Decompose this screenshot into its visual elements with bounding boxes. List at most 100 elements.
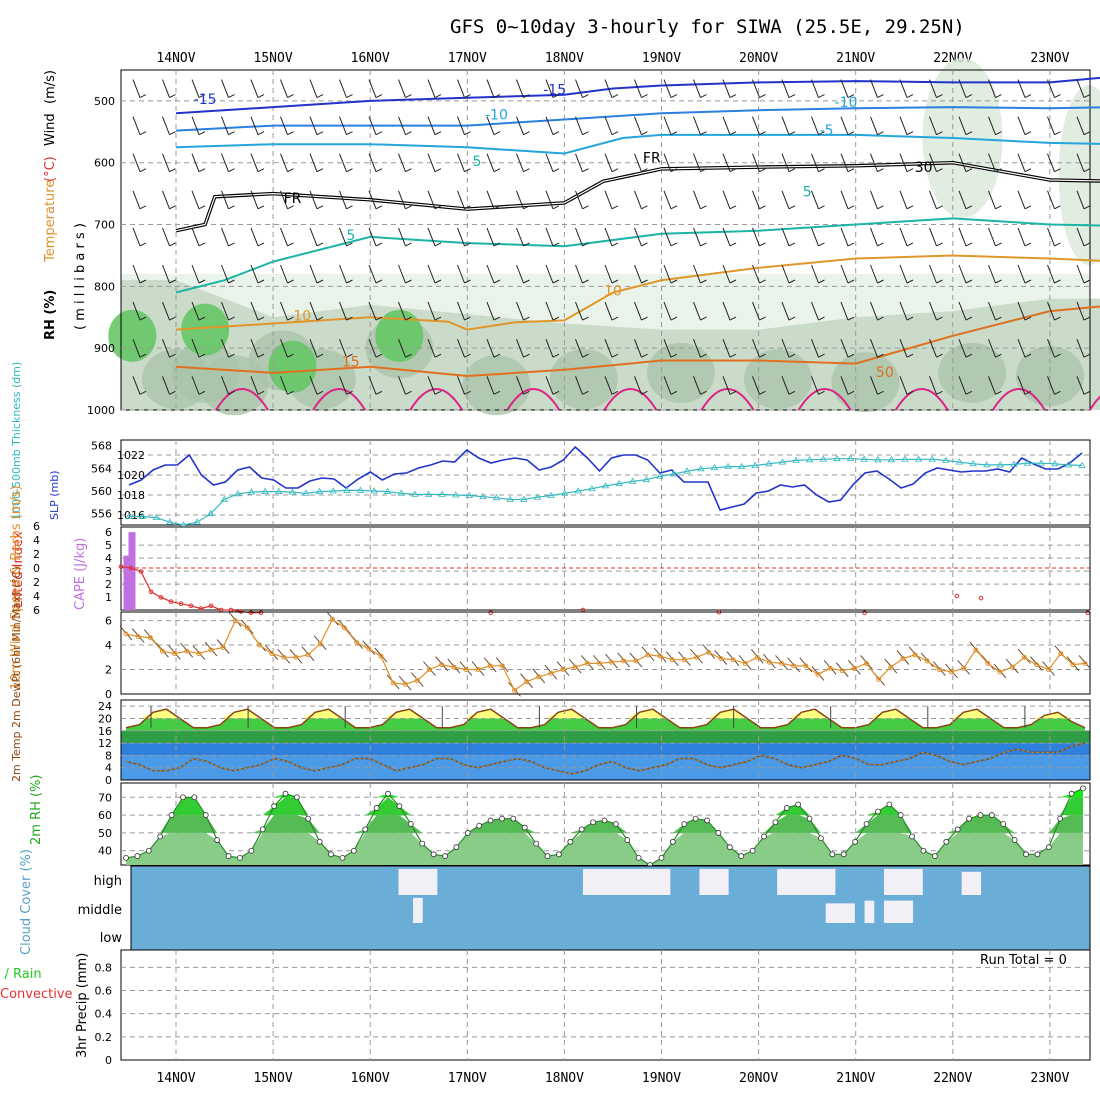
- wind-barb-flag: [228, 94, 235, 98]
- wind-barb-flag: [1024, 168, 1032, 173]
- slp-tick: 1022: [117, 449, 145, 462]
- date-label-top: 15NOV: [254, 51, 293, 66]
- wind-barb: [663, 264, 672, 284]
- cloud-block: [883, 900, 914, 923]
- wind-barb: [929, 116, 937, 135]
- wind-barb-flag: [316, 279, 324, 284]
- wind-barb: [368, 190, 377, 209]
- wind-barb-flag: [228, 353, 235, 358]
- wind-barb-flag: [965, 279, 973, 284]
- wind-barb-flag: [228, 390, 235, 395]
- wind-barb: [929, 339, 937, 358]
- thickness-point: [874, 456, 882, 463]
- wind-barb: [1047, 301, 1055, 321]
- wind-barb-10m: [362, 640, 376, 656]
- wind-barb: [250, 79, 259, 98]
- wind-barb-flag: [936, 279, 943, 284]
- wind-barb: [191, 227, 200, 247]
- wind-barb-10m: [544, 664, 558, 680]
- wind-barb-flag: [965, 242, 973, 247]
- wind-barb: [781, 153, 790, 172]
- lifted-index-point: [978, 595, 984, 601]
- wind-barb-flag: [169, 94, 176, 98]
- wind-barb-flag: [818, 316, 825, 321]
- wind-barb-10m: [835, 662, 849, 678]
- rh2m-point: [988, 812, 995, 818]
- wind-barb-10m: [811, 666, 825, 681]
- wind-barb-flag: [582, 316, 589, 321]
- wind-barb-flag: [1054, 168, 1061, 173]
- rh2m-point: [909, 833, 916, 840]
- rh-tick: 70: [98, 791, 112, 804]
- wind-barb: [604, 376, 613, 395]
- date-label-top: 19NOV: [642, 51, 681, 66]
- thickness-point: [710, 463, 719, 471]
- wind-barb: [280, 116, 288, 135]
- date-label-bottom: 18NOV: [545, 1071, 584, 1086]
- thickness-point: [234, 490, 242, 497]
- wind-barb: [427, 264, 436, 284]
- wind-barb-flag: [1054, 316, 1061, 321]
- wind-barb: [752, 264, 760, 284]
- date-label-top: 21NOV: [836, 51, 875, 66]
- wind-barb-flag: [316, 242, 324, 247]
- wind-barb-flag: [641, 94, 648, 98]
- wind-barb: [486, 227, 495, 247]
- cape-ylabel: Lifted Index CAPE (J/kg): [11, 531, 88, 610]
- thickness-point: [1078, 461, 1086, 468]
- thickness-tick: 560: [91, 485, 112, 498]
- rh2m-point: [350, 847, 357, 854]
- rh-shade-70: [646, 342, 715, 403]
- cloud-block: [825, 903, 855, 923]
- wind-barb: [368, 376, 377, 395]
- wind-speed-point: [305, 652, 311, 658]
- wind-barb-flag: [906, 242, 914, 247]
- wind-barb: [132, 190, 141, 209]
- wind-barb: [1017, 339, 1026, 358]
- wind-speed-point: [572, 664, 578, 670]
- thickness-point: [383, 487, 392, 494]
- wind-speed-point: [342, 625, 348, 631]
- wind-barb-flag: [818, 390, 825, 395]
- wind-barb-flag: [434, 279, 442, 284]
- wind-barb-flag: [287, 242, 294, 247]
- wind-barb: [339, 79, 347, 98]
- wind-barb-flag: [641, 353, 648, 358]
- rh2m-point: [248, 847, 255, 854]
- wind-barb: [280, 264, 288, 284]
- wind-barb: [752, 116, 760, 135]
- wind-barb-flag: [906, 131, 914, 136]
- bottom-date-axis: 14NOV 15NOV 16NOV 17NOV 18NOV 19NOV 20NOV 21NOV…: [156, 1071, 1069, 1086]
- wind-barb: [368, 153, 377, 172]
- wind-barb: [1017, 79, 1026, 98]
- cloud-level-label: high: [94, 874, 122, 889]
- wind-barb: [929, 153, 937, 172]
- wind-barb-flag: [965, 131, 973, 136]
- rh2m-point: [977, 812, 984, 818]
- date-label-bottom: 23NOV: [1030, 1071, 1069, 1086]
- lifted-index-point: [862, 610, 867, 616]
- wind-barb-flag: [139, 316, 147, 321]
- temperature-contour: [175, 106, 1100, 132]
- wind-barb-flag: [523, 168, 530, 173]
- lifted-index-point: [128, 565, 134, 571]
- wind-barb-flag: [228, 316, 235, 321]
- wind-speed-point: [766, 659, 772, 665]
- cloud-block: [864, 900, 875, 923]
- wind-barb: [899, 190, 908, 209]
- wind-barb: [368, 79, 377, 98]
- wind-barb: [1076, 227, 1085, 247]
- wind-barb-flag: [139, 390, 147, 395]
- wind-speed-point: [985, 660, 991, 666]
- cloud-block: [582, 868, 671, 895]
- wind-barb: [1017, 153, 1026, 172]
- wind-barb: [840, 116, 849, 135]
- wind-barb: [250, 339, 259, 358]
- wind-barb-flag: [906, 279, 914, 284]
- wind-barb: [781, 79, 790, 98]
- wind-barb-flag: [936, 94, 943, 98]
- wind-speed-point: [973, 647, 979, 653]
- wind-barb-flag: [257, 279, 265, 284]
- wind-barb-flag: [936, 205, 943, 210]
- wind-barb: [339, 264, 347, 284]
